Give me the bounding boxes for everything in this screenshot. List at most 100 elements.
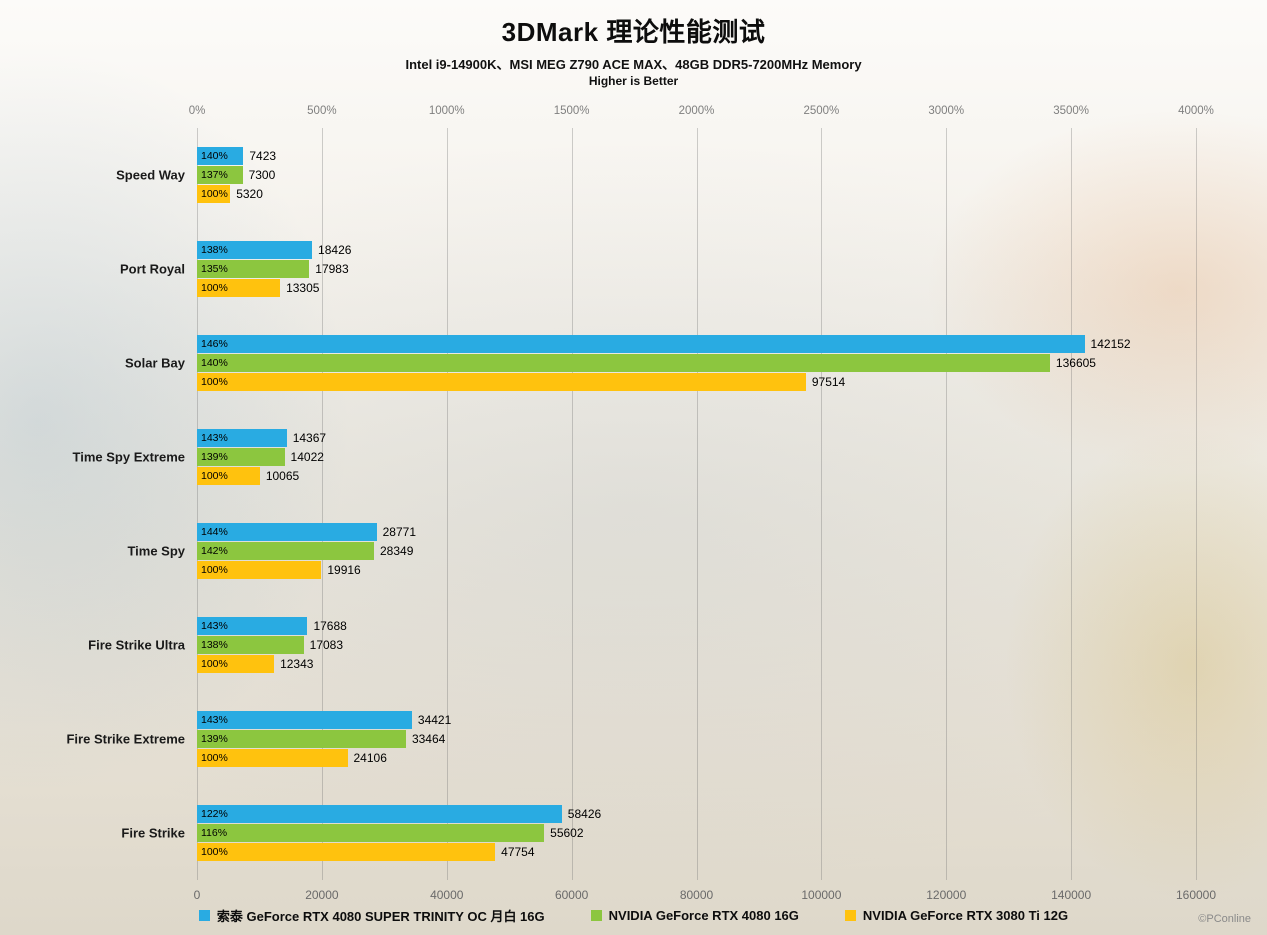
bar: 100% [197, 655, 275, 673]
bar-value-label: 17983 [315, 262, 349, 276]
top-axis-percent: 0% 500% 1000% 1500% 2000% 2500% 3000% 3500% 4000… [189, 105, 1214, 121]
bottom-axis-tick: 60000 [554, 888, 589, 902]
watermark: ©PConline [1198, 913, 1251, 925]
category-row: Fire Strike Extreme 143% 34421 139% 33464 100… [66, 692, 1196, 786]
bar-group: 146% 142152 140% 136605 100% 97514 [197, 335, 1196, 391]
legend-label: NVIDIA GeForce RTX 3080 Ti 12G [862, 908, 1069, 923]
bar-group: 143% 34421 139% 33464 100% 24106 [197, 711, 1196, 767]
bar-line: 143% 17688 [197, 617, 1196, 635]
bar: 100% [197, 467, 260, 485]
top-axis-tick: 4000% [1178, 105, 1214, 117]
bar-line: 116% 55602 [197, 824, 1196, 842]
bar: 100% [197, 279, 281, 297]
bar-line: 100% 10065 [197, 467, 1196, 485]
top-axis-tick: 2500% [803, 105, 840, 117]
bar: 144% [197, 523, 377, 541]
bar-percent-label: 100% [201, 846, 228, 858]
gridline [446, 128, 448, 880]
category-label: Port Royal [119, 261, 185, 277]
bar: 100% [197, 843, 496, 861]
top-axis-tick: 2000% [678, 105, 715, 117]
bar-line: 146% 142152 [197, 335, 1196, 353]
bar-line: 139% 14022 [197, 448, 1196, 466]
legend-swatch [844, 910, 856, 921]
bar-value-label: 34421 [417, 713, 452, 727]
top-axis-tick: 3000% [928, 105, 965, 117]
bar-percent-label: 138% [201, 639, 228, 651]
bar: 138% [197, 636, 304, 654]
bar-line: 135% 17983 [197, 260, 1196, 278]
bar-line: 122% 58426 [197, 805, 1196, 823]
bar: 137% [197, 166, 243, 184]
legend: 索泰 GeForce RTX 4080 SUPER TRINITY OC 月白 … [0, 906, 1267, 925]
bar-line: 100% 13305 [197, 279, 1196, 297]
bar-percent-label: 135% [201, 263, 228, 275]
bar-percent-label: 143% [201, 714, 228, 726]
bar: 138% [197, 241, 313, 259]
legend-swatch [590, 910, 602, 921]
gridline [821, 128, 823, 880]
bottom-axis-score: 0 20000 40000 60000 80000 100000 120000 140000 1… [193, 888, 1216, 904]
bottom-axis-tick: 100000 [801, 888, 842, 902]
legend-item: NVIDIA GeForce RTX 3080 Ti 12G [844, 908, 1069, 923]
bar-value-label: 10065 [265, 469, 300, 483]
bar-group: 144% 28771 142% 28349 100% 19916 [197, 523, 1196, 579]
top-axis-tick: 0% [188, 105, 206, 117]
bar-value-label: 17688 [313, 619, 347, 633]
category-label: Fire Strike [121, 825, 185, 841]
higher-is-better-note: Higher is Better [588, 74, 679, 88]
top-axis-tick: 1000% [428, 105, 465, 117]
bar-group: 138% 18426 135% 17983 100% 13305 [197, 241, 1196, 297]
bar-value-label: 136605 [1055, 356, 1096, 370]
bar: 139% [197, 448, 285, 466]
bar: 143% [197, 617, 308, 635]
bottom-axis-tick: 0 [193, 888, 201, 902]
bottom-axis-tick: 20000 [305, 888, 339, 902]
category-label: Fire Strike Ultra [88, 637, 185, 653]
bar-percent-label: 140% [201, 150, 228, 162]
bottom-axis-tick: 120000 [926, 888, 967, 902]
bar-group: 140% 7423 137% 7300 100% 5320 [197, 147, 1196, 203]
bar: 100% [197, 373, 806, 391]
bar-value-label: 33464 [411, 732, 446, 746]
bar: 100% [197, 561, 322, 579]
bar-line: 142% 28349 [197, 542, 1196, 560]
bar: 116% [197, 824, 545, 842]
gridline [321, 128, 323, 880]
category-label: Time Spy Extreme [72, 449, 185, 465]
bar-line: 140% 136605 [197, 354, 1196, 372]
bar-value-label: 13305 [286, 281, 320, 295]
gridline [946, 128, 948, 880]
top-axis-tick: 3500% [1053, 105, 1090, 117]
bar-line: 137% 7300 [197, 166, 1196, 184]
bar-line: 139% 33464 [197, 730, 1196, 748]
bar-value-label: 19916 [327, 563, 361, 577]
bar-percent-label: 139% [201, 451, 228, 463]
bar-percent-label: 100% [201, 282, 228, 294]
bar-line: 138% 18426 [197, 241, 1196, 259]
bar-value-label: 24106 [353, 751, 387, 765]
bar-value-label: 97514 [811, 375, 846, 389]
bar-line: 100% 47754 [197, 843, 1196, 861]
bar-percent-label: 138% [201, 244, 228, 256]
chart-title: 3DMark 理论性能测试 [501, 17, 766, 47]
legend-label: 索泰 GeForce RTX 4080 SUPER TRINITY OC 月白 … [216, 909, 545, 924]
bar: 143% [197, 429, 287, 447]
category-row: Port Royal 138% 18426 135% 17983 100% 13305 [120, 222, 1196, 316]
bar-value-label: 17083 [309, 638, 344, 652]
gridline [571, 128, 573, 880]
bar-value-label: 12343 [280, 657, 314, 671]
chart-subtitle: Intel i9-14900K、MSI MEG Z790 ACE MAX、48G… [405, 57, 862, 72]
category-row: Speed Way 140% 7423 137% 7300 100% 5320 [116, 128, 1196, 222]
bar-value-label: 7300 [248, 168, 276, 182]
bar-percent-label: 122% [201, 808, 228, 820]
bar-line: 143% 34421 [197, 711, 1196, 729]
bar-value-label: 58426 [567, 807, 602, 821]
bar-percent-label: 144% [201, 526, 228, 538]
bar-percent-label: 140% [201, 357, 228, 369]
bar: 139% [197, 730, 406, 748]
bar: 100% [197, 749, 348, 767]
bar-value-label: 7423 [249, 149, 277, 163]
legend-label: NVIDIA GeForce RTX 4080 16G [608, 908, 799, 923]
bar: 140% [197, 147, 244, 165]
